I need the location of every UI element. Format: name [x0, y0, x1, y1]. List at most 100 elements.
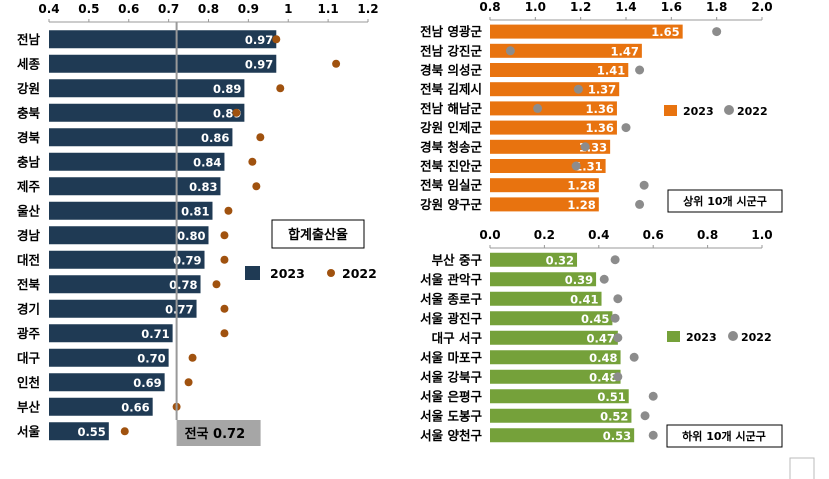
- bar-value-label: 0.80: [177, 229, 205, 243]
- category-label: 강원: [17, 81, 40, 96]
- dot-2022: [599, 274, 609, 284]
- legend-label-2022: 2022: [741, 331, 772, 344]
- legend-swatch-2022: [327, 269, 335, 277]
- bar-2023: [490, 350, 621, 365]
- dot-2022: [621, 123, 631, 133]
- dot-2022: [505, 46, 515, 56]
- category-label: 서울 종로구: [420, 291, 482, 306]
- x-tick-label: 1.4: [615, 0, 636, 14]
- bar-value-label: 0.83: [189, 180, 217, 194]
- bar-2023: [490, 197, 599, 212]
- category-label: 전남 영광군: [420, 24, 482, 39]
- bar-2023: [490, 178, 599, 193]
- dot-2022: [256, 133, 265, 142]
- bar-2023: [490, 63, 629, 77]
- dot-2022: [648, 391, 658, 401]
- bar-2023: [49, 103, 245, 122]
- bar-value-label: 0.89: [213, 82, 241, 96]
- bar-value-label: 0.66: [121, 400, 149, 414]
- category-label: 전북 진안군: [420, 159, 482, 174]
- dot-2022: [120, 427, 129, 436]
- bar-value-label: 0.71: [141, 327, 169, 341]
- bar-2023: [490, 330, 618, 345]
- x-tick-label: 0.8: [479, 0, 500, 14]
- legend-label-2023: 2023: [686, 331, 717, 344]
- bar-2023: [49, 422, 109, 441]
- dot-2022: [220, 329, 229, 338]
- top10-districts-chart: 0.8 1.0 1.2 1.4 1.6 1.8 2.0 전남 영광군 1.65 전남 강진군 1.4…: [420, 0, 783, 213]
- category-label: 서울: [17, 424, 41, 439]
- chart-title: 합계출산율: [288, 227, 348, 243]
- bar-2023: [49, 128, 233, 147]
- dot-2022: [610, 255, 620, 265]
- bar-2023: [490, 139, 611, 154]
- bar-2023: [490, 272, 597, 287]
- bar-value-label: 0.81: [181, 204, 209, 218]
- x-tick-label: 0.2: [534, 228, 555, 242]
- bar-2023: [49, 324, 173, 343]
- category-label: 전북: [17, 277, 41, 292]
- bar-value-label: 1.28: [567, 198, 595, 212]
- dot-2022: [610, 313, 620, 323]
- national-reference-box: [176, 420, 261, 446]
- x-tick-label: 1.0: [525, 0, 546, 14]
- bar-value-label: 0.45: [581, 312, 609, 326]
- category-label: 경기: [17, 301, 40, 316]
- category-label: 서울 은평구: [420, 389, 482, 404]
- x-tick-label: 0.7: [158, 2, 179, 16]
- bar-value-label: 0.97: [245, 33, 273, 47]
- bar-2023: [490, 291, 602, 306]
- category-label: 전북 임실군: [420, 178, 482, 193]
- chart-title-box: [667, 189, 783, 213]
- x-tick-label: 1.8: [706, 0, 727, 14]
- legend-label-2023: 2023: [270, 266, 305, 281]
- bar-2023: [490, 252, 578, 267]
- legend-label-2022: 2022: [737, 105, 768, 118]
- bar-2023: [49, 250, 205, 269]
- category-label: 경남: [17, 228, 41, 243]
- bar-2023: [49, 373, 165, 392]
- bar-2023: [490, 311, 613, 326]
- bar-value-label: 0.47: [586, 331, 614, 345]
- bar-value-label: 1.65: [651, 25, 679, 39]
- bar-value-label: 0.48: [589, 351, 617, 365]
- x-tick-label: 1: [284, 2, 292, 16]
- provincial-tfr-chart: 0.4 0.5 0.6 0.7 0.8 0.9 1 1.1 1.2 전남 0.97 세종 0.97 강원 0…: [17, 2, 379, 446]
- dot-2022: [332, 59, 341, 68]
- category-label: 광주: [17, 326, 41, 341]
- dot-2022: [184, 378, 193, 387]
- category-label: 강원 인제군: [420, 120, 482, 135]
- category-label: 전남: [17, 32, 41, 47]
- dot-2022: [648, 430, 658, 440]
- bar-value-label: 0.51: [597, 390, 625, 404]
- bar-2023: [490, 120, 617, 135]
- bar-value-label: 1.37: [588, 83, 616, 97]
- category-label: 세종: [17, 56, 41, 71]
- category-label: 경북 청송군: [420, 139, 482, 154]
- bar-2023: [490, 82, 620, 97]
- x-tick-label: 0.6: [643, 228, 664, 242]
- x-tick-label: 0.9: [238, 2, 259, 16]
- bar-value-label: 0.41: [570, 292, 598, 306]
- bar-2023: [490, 24, 683, 39]
- dot-2022: [220, 304, 229, 313]
- x-tick-label: 1.1: [317, 2, 338, 16]
- bar-2023: [490, 389, 629, 404]
- x-tick-label: 0.6: [118, 2, 139, 16]
- category-label: 대구: [17, 350, 41, 365]
- bar-2023: [490, 101, 617, 116]
- bar-value-label: 1.36: [586, 102, 614, 116]
- category-label: 강원 양구군: [420, 197, 482, 212]
- x-tick-label: 1.0: [751, 228, 772, 242]
- dot-2022: [533, 103, 543, 113]
- bar-value-label: 0.70: [137, 351, 165, 365]
- bar-2023: [49, 54, 277, 73]
- legend-swatch-2023: [667, 331, 680, 342]
- category-label: 서울 마포구: [420, 350, 482, 365]
- bar-value-label: 0.97: [245, 57, 273, 71]
- bar-2023: [49, 30, 277, 49]
- x-tick-label: 2.0: [751, 0, 772, 14]
- dot-2022: [188, 353, 197, 362]
- bar-2023: [49, 275, 201, 294]
- bar-value-label: 0.79: [173, 253, 201, 267]
